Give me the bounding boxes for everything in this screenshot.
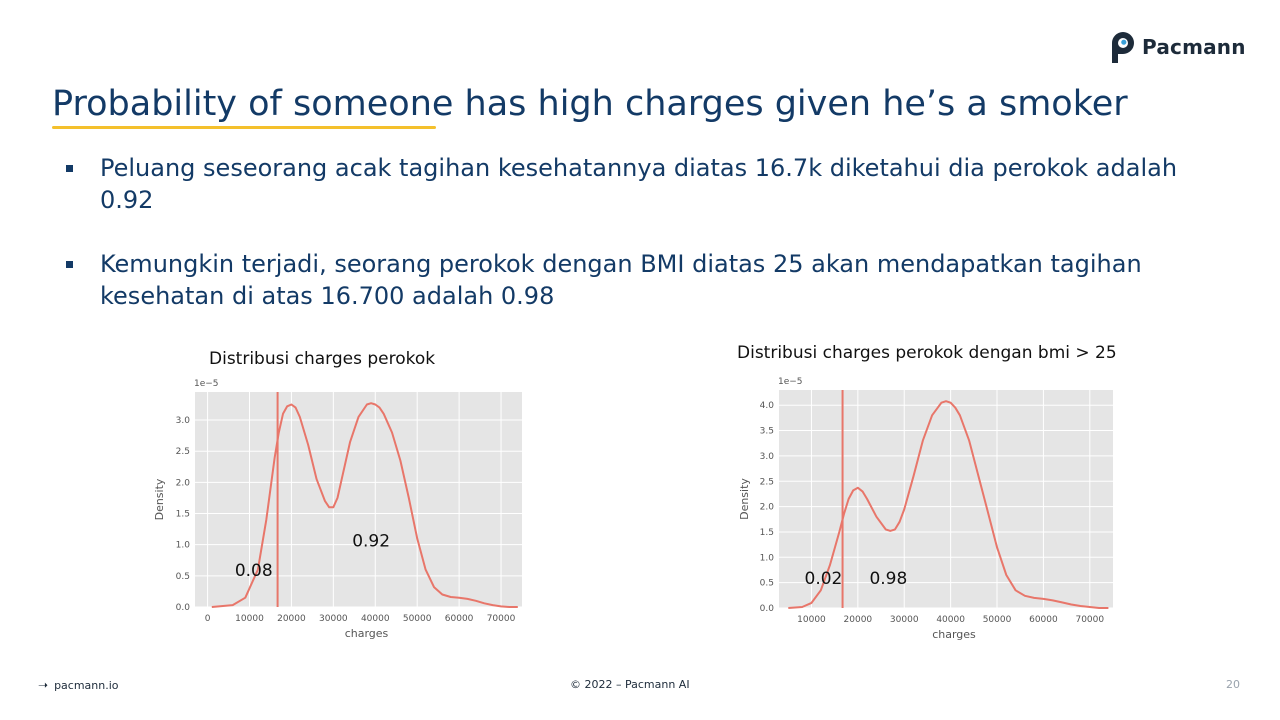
y-tick-label: 1.0 (760, 553, 775, 563)
bullet-marker (66, 261, 73, 268)
y-tick-label: 0.5 (176, 572, 190, 582)
brand-logo: Pacmann (1110, 30, 1246, 64)
y-tick-label: 4.0 (760, 401, 775, 411)
arrow-right-icon: ➝ (38, 678, 49, 692)
y-axis-label: Density (738, 478, 751, 520)
bullet-text: Kemungkin terjadi, seorang perokok denga… (100, 250, 1142, 310)
bullet-list: Peluang seseorang acak tagihan kesehatan… (64, 152, 1214, 344)
bullet-text: Peluang seseorang acak tagihan kesehatan… (100, 154, 1178, 214)
x-tick-label: 70000 (1075, 615, 1104, 625)
probability-annotation: 0.92 (352, 532, 390, 552)
y-tick-label: 0.5 (760, 579, 774, 589)
y-scale-label: 1e−5 (194, 379, 219, 389)
x-tick-label: 40000 (936, 615, 965, 625)
x-axis-label: charges (932, 628, 976, 641)
x-tick-label: 20000 (277, 614, 306, 624)
y-tick-label: 2.0 (760, 503, 775, 513)
x-axis-label: charges (345, 627, 389, 640)
probability-annotation: 0.98 (869, 569, 907, 589)
x-tick-label: 30000 (890, 615, 919, 625)
footer-website[interactable]: ➝ pacmann.io (38, 678, 119, 692)
x-tick-label: 70000 (487, 614, 516, 624)
footer-link-text: pacmann.io (54, 678, 119, 692)
brand-name: Pacmann (1142, 35, 1246, 59)
y-tick-label: 3.5 (760, 427, 774, 437)
probability-annotation: 0.02 (805, 569, 843, 589)
slide-title: Probability of someone has high charges … (52, 84, 1128, 124)
y-scale-label: 1e−5 (778, 377, 803, 387)
x-tick-label: 10000 (797, 615, 826, 625)
bullet-item: Kemungkin terjadi, seorang perokok denga… (64, 248, 1214, 312)
x-tick-label: 40000 (361, 614, 390, 624)
plot-area (779, 390, 1113, 608)
y-tick-label: 3.0 (760, 452, 775, 462)
x-tick-label: 10000 (235, 614, 264, 624)
chart-title: Distribusi charges perokok (209, 349, 436, 369)
pacmann-logo-icon (1112, 32, 1134, 63)
title-underline (52, 126, 436, 129)
x-tick-label: 50000 (983, 615, 1012, 625)
y-tick-label: 1.0 (176, 541, 191, 551)
x-tick-label: 20000 (844, 615, 873, 625)
x-tick-label: 60000 (445, 614, 474, 624)
bullet-item: Peluang seseorang acak tagihan kesehatan… (64, 152, 1214, 216)
probability-annotation: 0.08 (235, 561, 273, 581)
y-tick-label: 3.0 (176, 416, 191, 426)
y-tick-label: 0.0 (760, 604, 775, 614)
bullet-marker (66, 165, 73, 172)
density-chart-smokers-bmi: 10000 20000 30000 40000 50000 60000 70000 0.0 0.… (738, 377, 1113, 641)
y-tick-label: 2.5 (760, 477, 774, 487)
page-number: 20 (1226, 678, 1240, 691)
x-tick-label: 50000 (403, 614, 432, 624)
x-tick-label: 60000 (1029, 615, 1058, 625)
x-tick-label: 0 (205, 614, 211, 624)
y-tick-label: 1.5 (760, 528, 774, 538)
x-tick-label: 30000 (319, 614, 348, 624)
y-tick-label: 0.0 (176, 603, 191, 613)
density-chart-smokers: 0 10000 20000 30000 40000 50000 60000 70000 0.0 0… (153, 379, 522, 640)
y-tick-label: 1.5 (176, 510, 190, 520)
density-curve (211, 402, 518, 608)
y-tick-label: 2.5 (176, 447, 190, 457)
y-axis-label: Density (153, 478, 166, 520)
footer-copyright: © 2022 – Pacmann AI (570, 678, 690, 691)
density-curve (788, 400, 1109, 609)
chart-title: Distribusi charges perokok dengan bmi > … (737, 343, 1117, 363)
y-tick-label: 2.0 (176, 478, 191, 488)
